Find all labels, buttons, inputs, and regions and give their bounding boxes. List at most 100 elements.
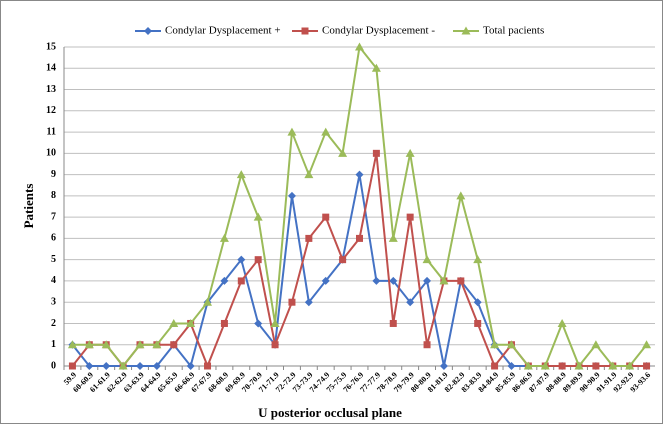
point — [152, 340, 162, 349]
legend-label: Condylar Dysplacement + — [165, 25, 281, 37]
point — [322, 213, 330, 221]
point — [558, 362, 566, 370]
y-tick-label: 12 — [46, 105, 56, 116]
point — [304, 298, 313, 307]
point — [474, 319, 482, 327]
point — [439, 362, 448, 370]
legend-label: Condylar Dysplacement - — [322, 25, 435, 37]
point — [135, 362, 144, 370]
point — [254, 256, 262, 264]
point — [643, 362, 651, 370]
point — [540, 361, 550, 370]
y-tick-label: 11 — [47, 126, 56, 137]
point — [301, 27, 309, 35]
legend-label: Total pacients — [483, 25, 544, 37]
point — [355, 42, 364, 51]
point — [406, 213, 414, 221]
y-tick-label: 9 — [51, 169, 56, 180]
y-tick-label: 4 — [51, 275, 56, 286]
y-tick-label: 8 — [51, 190, 56, 201]
point — [135, 340, 145, 349]
point — [473, 255, 483, 264]
point — [152, 362, 161, 370]
point — [288, 298, 296, 306]
point — [461, 26, 471, 35]
y-tick-label: 1 — [51, 339, 56, 350]
point — [101, 340, 111, 349]
x-axis-label: U posterior occlusal plane — [258, 405, 402, 420]
point — [372, 276, 381, 285]
point — [305, 234, 313, 242]
point — [608, 361, 618, 370]
point — [304, 170, 314, 179]
y-tick-label: 6 — [51, 233, 56, 244]
point — [237, 255, 246, 264]
point — [85, 362, 94, 370]
point — [591, 340, 601, 349]
point — [144, 27, 152, 35]
y-tick-label: 7 — [51, 211, 56, 222]
point — [204, 362, 212, 370]
y-tick-label: 2 — [51, 318, 56, 329]
point — [457, 277, 465, 285]
point — [388, 233, 398, 242]
point — [321, 127, 331, 136]
point — [625, 361, 635, 370]
point — [338, 148, 348, 157]
y-axis-label: Patients — [21, 184, 36, 229]
point — [203, 297, 213, 306]
point — [321, 276, 330, 285]
point — [557, 318, 567, 327]
point — [592, 362, 600, 370]
point — [422, 255, 432, 264]
y-tick-label: 3 — [51, 296, 56, 307]
point — [372, 149, 380, 157]
point — [339, 256, 347, 264]
point — [220, 319, 228, 327]
point — [67, 340, 77, 349]
point — [186, 318, 196, 327]
point — [405, 148, 415, 157]
point — [389, 276, 398, 285]
point — [423, 341, 431, 349]
point — [220, 276, 229, 285]
point — [287, 191, 296, 200]
point — [371, 63, 381, 72]
y-tick-label: 15 — [46, 41, 56, 52]
point — [389, 319, 397, 327]
point — [439, 276, 449, 285]
point — [253, 212, 263, 221]
point — [356, 234, 363, 242]
point — [355, 170, 364, 179]
point — [523, 361, 533, 370]
point — [169, 318, 179, 327]
y-tick-label: 10 — [46, 148, 56, 159]
point — [506, 340, 516, 349]
point — [186, 362, 195, 370]
point — [254, 319, 263, 328]
point — [237, 277, 245, 285]
y-tick-label: 13 — [46, 84, 56, 95]
point — [68, 362, 76, 370]
point — [271, 341, 279, 349]
y-tick-label: 14 — [46, 63, 56, 74]
point — [473, 298, 482, 307]
point — [219, 233, 229, 242]
point — [574, 361, 584, 370]
point — [406, 298, 415, 307]
y-tick-label: 5 — [51, 254, 56, 265]
point — [507, 362, 516, 370]
point — [118, 361, 128, 370]
point — [287, 127, 297, 136]
point — [491, 362, 499, 370]
point — [84, 340, 94, 349]
point — [642, 340, 652, 349]
y-tick-label: 0 — [51, 360, 56, 371]
point — [236, 170, 246, 179]
point — [102, 362, 111, 370]
point — [170, 341, 178, 349]
point — [490, 340, 500, 349]
